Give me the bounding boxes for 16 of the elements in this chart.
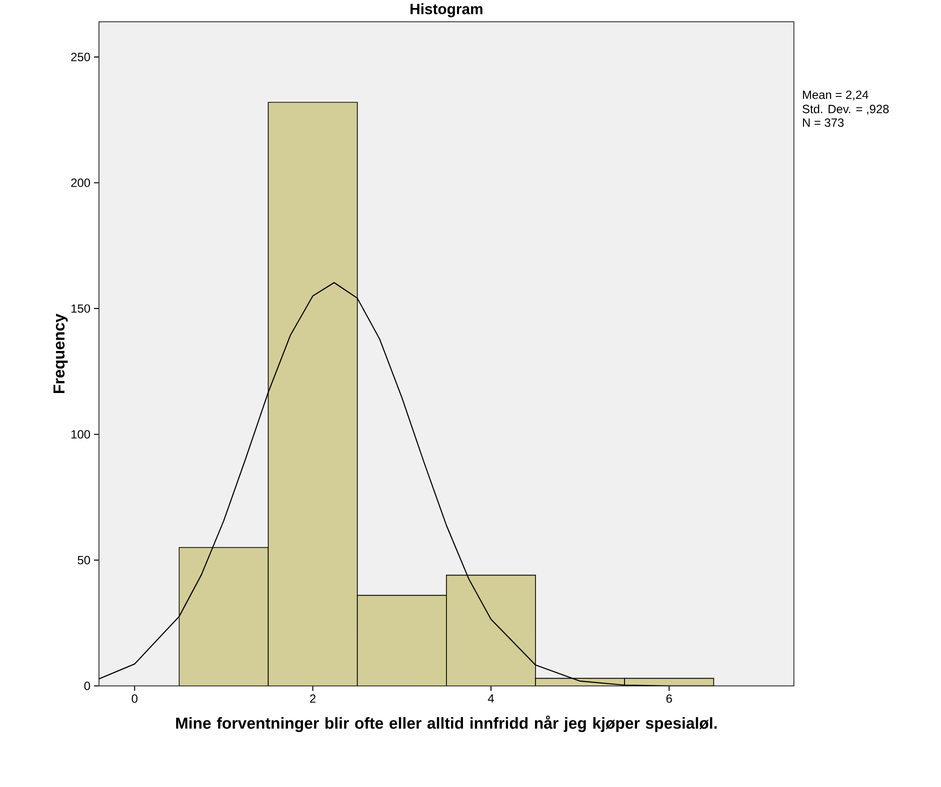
- x-tick-label: 2: [310, 694, 316, 703]
- x-tick-label: 6: [666, 694, 672, 703]
- y-tick-label: 150: [71, 304, 90, 313]
- y-tick-label: 250: [71, 52, 90, 62]
- y-tick-label: 200: [71, 178, 90, 187]
- y-tick-label: 50: [78, 556, 90, 564]
- x-tick-label: 4: [488, 694, 494, 702]
- text: N = 373: [803, 118, 844, 127]
- x-tick-label: 0: [132, 694, 138, 703]
- y-axis-title: Frequency: [53, 314, 68, 393]
- text: Std. Dev. = ,928: [802, 104, 889, 115]
- x-axis-title: Mine forventninger blir ofte eller alltid innfridd når jeg kjøper spesialøl.: [176, 715, 717, 732]
- chart-title: Histogram: [410, 3, 482, 18]
- y-tick-label: 100: [71, 430, 90, 438]
- text: Mean = 2,24: [803, 90, 868, 100]
- y-tick-label: 0: [84, 682, 90, 690]
